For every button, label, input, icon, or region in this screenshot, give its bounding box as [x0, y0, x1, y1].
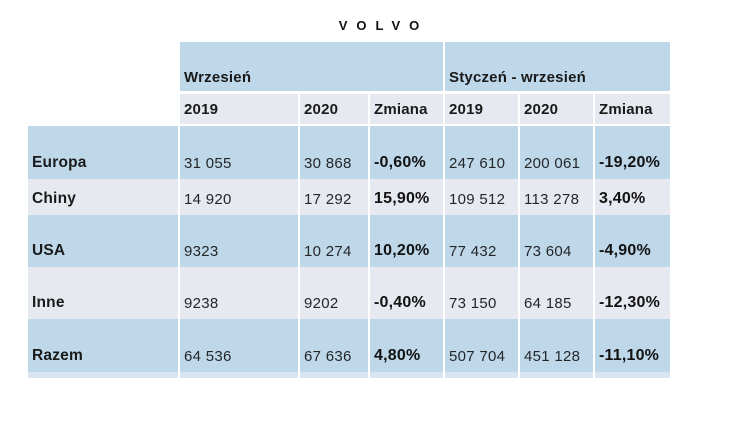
subheader-ytd-2020: 2020 [520, 94, 595, 124]
europa-ytd-change: -19,20% [595, 126, 670, 179]
subheader-row: 2019 2020 Zmiana 2019 2020 Zmiana [180, 94, 670, 124]
inne-sep-2020: 9202 [300, 267, 370, 319]
table-row-razem: Razem 64 536 67 636 4,80% 507 704 451 12… [28, 319, 670, 372]
partial-cell [28, 372, 180, 378]
chiny-sep-change: 15,90% [370, 179, 445, 215]
europa-sep-2020: 30 868 [300, 126, 370, 179]
row-label-europa: Europa [28, 126, 180, 179]
chiny-sep-2020: 17 292 [300, 179, 370, 215]
inne-sep-change: -0,40% [370, 267, 445, 319]
razem-ytd-change: -11,10% [595, 319, 670, 372]
inne-ytd-2020: 64 185 [520, 267, 595, 319]
row-label-inne: Inne [28, 267, 180, 319]
europa-sep-change: -0,60% [370, 126, 445, 179]
usa-ytd-change: -4,90% [595, 215, 670, 267]
usa-sep-2019: 9323 [180, 215, 300, 267]
razem-sep-2019: 64 536 [180, 319, 300, 372]
table-row-usa: USA 9323 10 274 10,20% 77 432 73 604 -4,… [28, 215, 670, 267]
partial-cell [520, 372, 595, 378]
subheader-ytd-2019: 2019 [445, 94, 520, 124]
inne-sep-2019: 9238 [180, 267, 300, 319]
partial-cell [370, 372, 445, 378]
subheader-sep-2019: 2019 [180, 94, 300, 124]
partial-bottom-row [28, 372, 670, 378]
table-row-chiny: Chiny 14 920 17 292 15,90% 109 512 113 2… [28, 179, 670, 215]
table-row-inne: Inne 9238 9202 -0,40% 73 150 64 185 -12,… [28, 267, 670, 319]
razem-sep-change: 4,80% [370, 319, 445, 372]
inne-ytd-2019: 73 150 [445, 267, 520, 319]
chiny-ytd-2020: 113 278 [520, 179, 595, 215]
razem-ytd-2020: 451 128 [520, 319, 595, 372]
row-label-usa: USA [28, 215, 180, 267]
subheader-ytd-change: Zmiana [595, 94, 670, 124]
europa-ytd-2020: 200 061 [520, 126, 595, 179]
row-label-chiny: Chiny [28, 179, 180, 215]
table-row-europa: Europa 31 055 30 868 -0,60% 247 610 200 … [28, 126, 670, 179]
subheader-sep-2020: 2020 [300, 94, 370, 124]
header-group-january-september: Styczeń - wrzesień [445, 42, 670, 91]
header-group-september: Wrzesień [180, 42, 445, 91]
usa-sep-change: 10,20% [370, 215, 445, 267]
partial-cell [445, 372, 520, 378]
inne-ytd-change: -12,30% [595, 267, 670, 319]
row-label-razem: Razem [28, 319, 180, 372]
europa-ytd-2019: 247 610 [445, 126, 520, 179]
chiny-ytd-change: 3,40% [595, 179, 670, 215]
chiny-ytd-2019: 109 512 [445, 179, 520, 215]
razem-ytd-2019: 507 704 [445, 319, 520, 372]
partial-cell [180, 372, 300, 378]
usa-ytd-2020: 73 604 [520, 215, 595, 267]
europa-sep-2019: 31 055 [180, 126, 300, 179]
razem-sep-2020: 67 636 [300, 319, 370, 372]
partial-cell [300, 372, 370, 378]
chiny-sep-2019: 14 920 [180, 179, 300, 215]
usa-ytd-2019: 77 432 [445, 215, 520, 267]
header-group-row: Wrzesień Styczeń - wrzesień [180, 42, 670, 91]
volvo-logo: VOLVO [338, 18, 429, 33]
subheader-sep-change: Zmiana [370, 94, 445, 124]
partial-cell [595, 372, 670, 378]
usa-sep-2020: 10 274 [300, 215, 370, 267]
